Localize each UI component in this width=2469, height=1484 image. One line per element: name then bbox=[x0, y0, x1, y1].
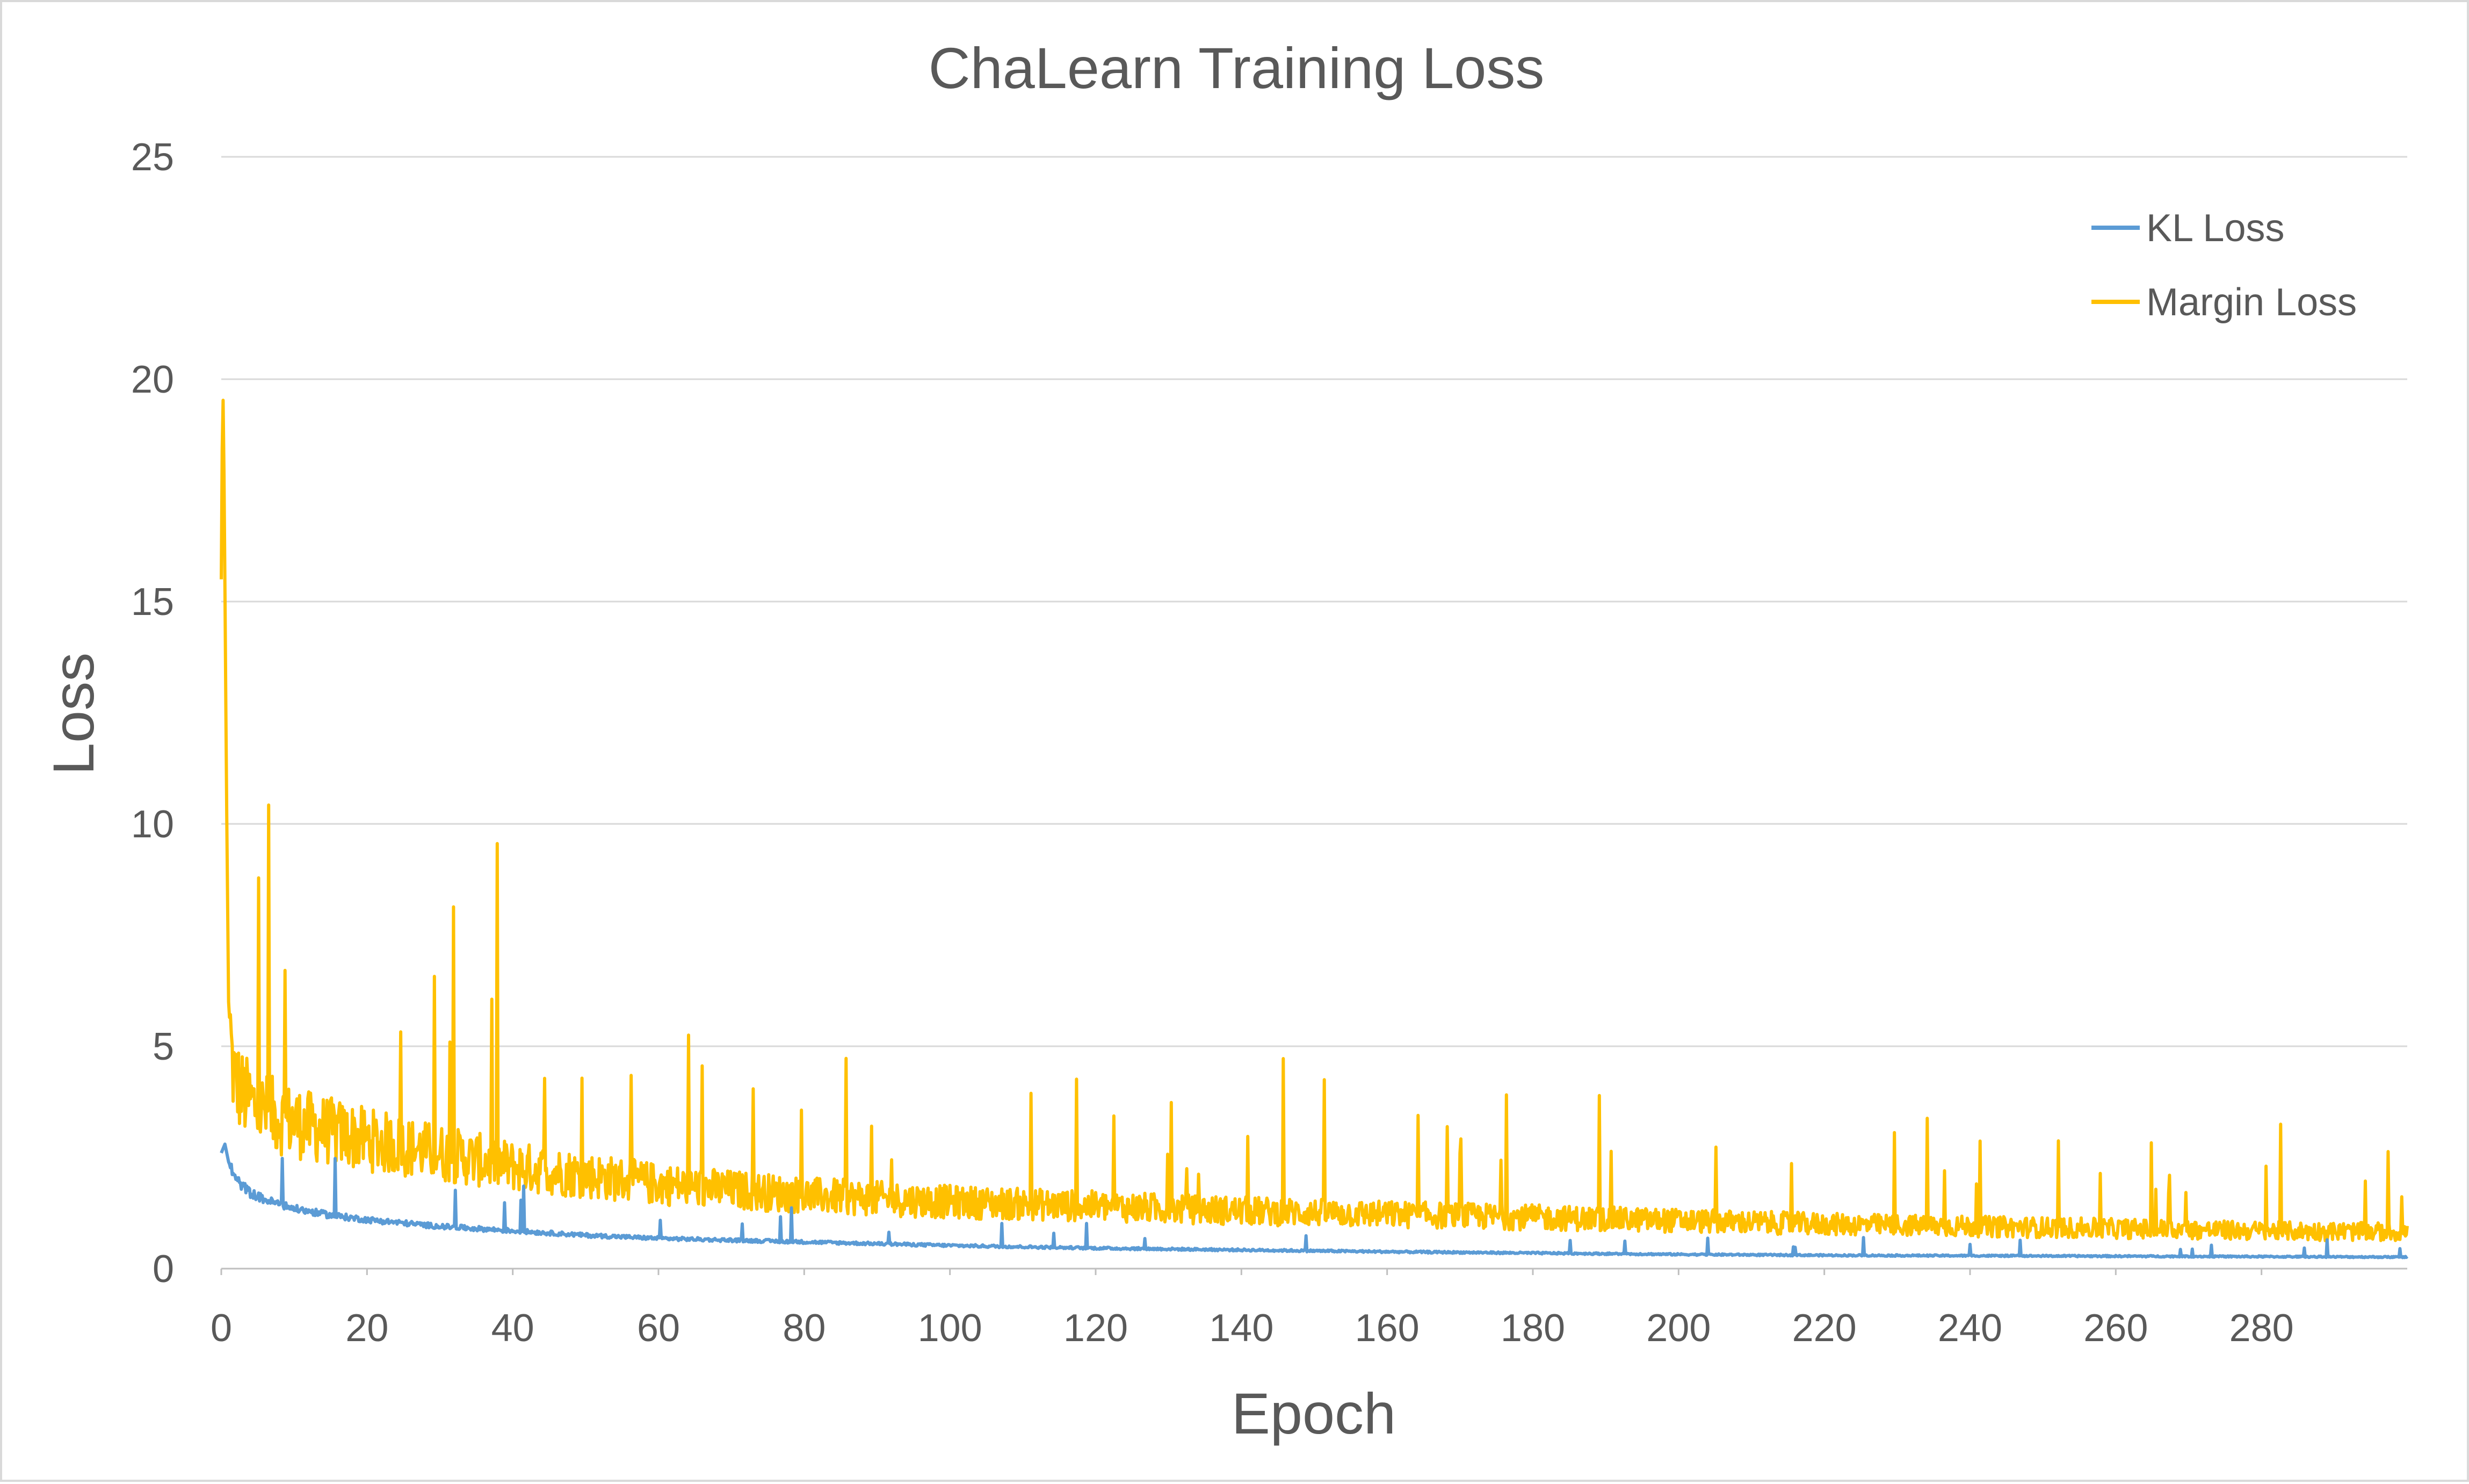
x-tick-label: 60 bbox=[637, 1307, 680, 1350]
x-tick-label: 160 bbox=[1355, 1307, 1420, 1350]
grid-layer bbox=[221, 156, 2407, 1270]
x-tick-label: 260 bbox=[2083, 1307, 2148, 1350]
x-tick-label: 200 bbox=[1646, 1307, 1711, 1350]
x-tick-labels: 0 20 40 60 80 100 120 140 160 180 200 220 240 260 280 bbox=[211, 1269, 2294, 1350]
x-tick-label: 80 bbox=[783, 1307, 826, 1350]
y-tick-label: 20 bbox=[131, 358, 174, 401]
y-tick-labels: 0 5 10 15 20 25 bbox=[131, 136, 174, 1291]
x-tick-label: 220 bbox=[1792, 1307, 1857, 1350]
x-tick-label: 280 bbox=[2229, 1307, 2294, 1350]
y-tick-label: 10 bbox=[131, 803, 174, 846]
y-tick-label: 5 bbox=[153, 1025, 174, 1068]
chart-title: ChaLearn Training Loss bbox=[929, 35, 1545, 100]
x-tick-label: 140 bbox=[1209, 1307, 1273, 1350]
series-line-margin-loss bbox=[220, 399, 2409, 1242]
series-line-kl-loss bbox=[220, 1142, 2409, 1259]
series-layer bbox=[220, 399, 2409, 1259]
y-tick-label: 25 bbox=[131, 136, 174, 179]
x-tick-label: 180 bbox=[1501, 1307, 1565, 1350]
x-tick-label: 20 bbox=[345, 1307, 388, 1350]
x-tick-label: 240 bbox=[1938, 1307, 2002, 1350]
legend-label-margin-loss: Margin Loss bbox=[2146, 281, 2357, 324]
x-tick-label: 0 bbox=[211, 1307, 232, 1350]
x-tick-label: 100 bbox=[918, 1307, 982, 1350]
x-axis-title: Epoch bbox=[1232, 1381, 1396, 1446]
legend-label-kl-loss: KL Loss bbox=[2146, 207, 2284, 250]
x-tick-label: 40 bbox=[491, 1307, 534, 1350]
y-axis-title: Loss bbox=[41, 653, 106, 775]
y-tick-label: 0 bbox=[153, 1248, 174, 1291]
x-tick-label: 120 bbox=[1063, 1307, 1128, 1350]
y-tick-label: 15 bbox=[131, 581, 174, 624]
legend: KL Loss Margin Loss bbox=[2091, 207, 2357, 324]
